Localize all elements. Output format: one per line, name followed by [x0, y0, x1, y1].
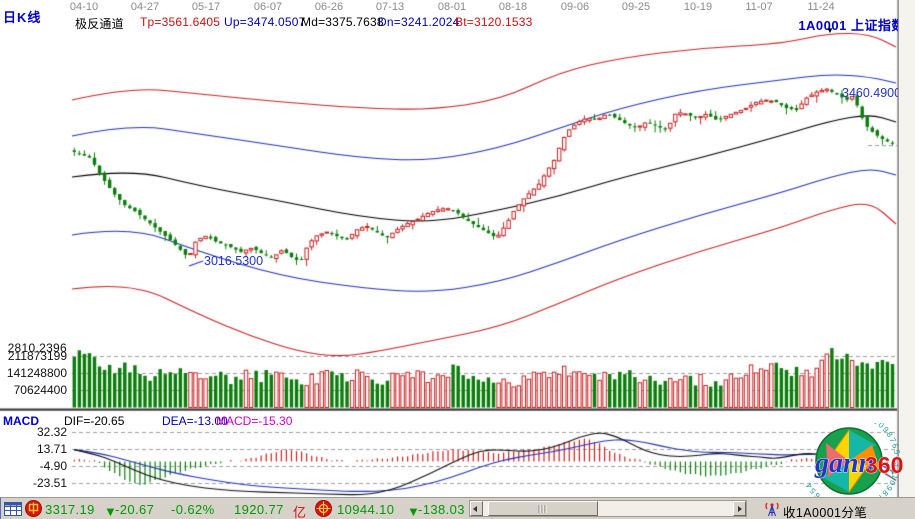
antenna-feed-icon[interactable]: [765, 501, 779, 517]
logo-triangle-teal-top: [849, 430, 876, 461]
low-price-annotation: 3016.5300: [204, 254, 264, 268]
status-bar: 3317.19 ▼ -20.67 -0.62% 1920.77 亿 10944.…: [0, 497, 915, 519]
logo-triangle-teal-bottom: [822, 461, 849, 492]
date-tick-label: 06-26: [314, 1, 344, 13]
scrollbar-thumb[interactable]: [488, 501, 598, 516]
symbol-code: 1A0001: [798, 18, 847, 33]
grid-report-icon[interactable]: [4, 502, 22, 516]
symbol-name: 上证指数: [850, 18, 905, 33]
macd-scale-label: -23.51: [32, 476, 67, 490]
macd-header-item: DEA=-13.00: [162, 414, 228, 428]
down-arrow-icon: ▼: [407, 504, 421, 519]
date-tick-label: 04-10: [69, 1, 99, 13]
high-price-annotation: 3460.4900: [842, 86, 902, 100]
logo-text-360: 360: [865, 452, 903, 478]
down-arrow-icon: ▼: [104, 504, 118, 519]
indicator-name: 极反通道: [75, 17, 124, 31]
macd-scale-label: -4.90: [39, 459, 67, 473]
date-tick-label: 11-07: [745, 1, 773, 13]
sh-index-pct: -0.62%: [171, 502, 215, 517]
logo-triangle-red: [826, 443, 849, 477]
indicator-param: Bt=3120.1533: [455, 15, 533, 29]
volume-scale-label: 141248800: [6, 366, 67, 380]
scrollbar-right-arrow[interactable]: [733, 501, 746, 516]
horizontal-scrollbar[interactable]: [469, 500, 747, 517]
date-tick-label: 07-13: [375, 1, 405, 13]
price-scale-bottom-label: 2810.2396: [7, 341, 67, 355]
indicator-param: Up=3474.0507: [224, 15, 306, 29]
sh-index-amount: 1920.77: [234, 502, 284, 517]
scrollbar-grip: [538, 505, 548, 513]
indicator-param: Dn=3241.2024: [378, 15, 460, 29]
date-tick-label: 08-18: [498, 1, 528, 13]
date-tick-label: 08-01: [437, 1, 467, 13]
amount-unit-label: 亿: [293, 505, 307, 519]
left-triangle-icon: [473, 506, 477, 512]
sz-index-price: 10944.10: [337, 502, 395, 517]
volume-scale-label: 211873199: [7, 349, 67, 363]
chart-type-label: 日K线: [3, 10, 42, 25]
shanghai-market-icon[interactable]: [25, 500, 42, 517]
logo-triangle-orange: [849, 445, 880, 469]
date-tick-label: 06-07: [253, 1, 283, 13]
date-tick-label: 09-06: [560, 1, 590, 13]
date-tick-label: 04-27: [130, 1, 160, 13]
indicator-param: Md=3375.7638: [301, 15, 384, 29]
right-triangle-icon: [738, 506, 742, 512]
sh-index-price: 3317.19: [45, 502, 95, 517]
symbol-title[interactable]: 1A0001 上证指数: [798, 15, 905, 34]
sh-index-change: -20.67: [115, 502, 155, 517]
volume-scale-label: 70624400: [13, 383, 67, 397]
date-tick-label: 11-24: [807, 1, 835, 13]
scrollbar-left-arrow[interactable]: [470, 501, 483, 516]
macd-header-item: MACD: [3, 414, 39, 428]
shenzhen-market-icon[interactable]: [315, 500, 332, 517]
date-tick-label: 05-17: [191, 1, 221, 13]
date-tick-label: 10-19: [683, 1, 713, 13]
feed-status-label: 收1A0001分笔: [783, 506, 868, 519]
logo-text-gann: gann: [814, 448, 874, 479]
date-tick-label: 09-25: [621, 1, 651, 13]
chart-right-margin: [898, 0, 915, 497]
macd-header-item: DIF=-20.65: [64, 414, 125, 428]
macd-scale-label: 32.32: [36, 425, 67, 439]
gann360-logo: 54321098765432109876543210987654 gann 36…: [804, 423, 904, 499]
symbol-dropdown-arrow-icon[interactable]: ▼: [826, 26, 834, 35]
indicator-param: Tp=3561.6405: [140, 15, 221, 29]
macd-header-item: MACD=-15.30: [216, 414, 293, 428]
macd-scale-label: 13.71: [36, 442, 67, 456]
sz-index-change: -138.03: [418, 502, 465, 517]
